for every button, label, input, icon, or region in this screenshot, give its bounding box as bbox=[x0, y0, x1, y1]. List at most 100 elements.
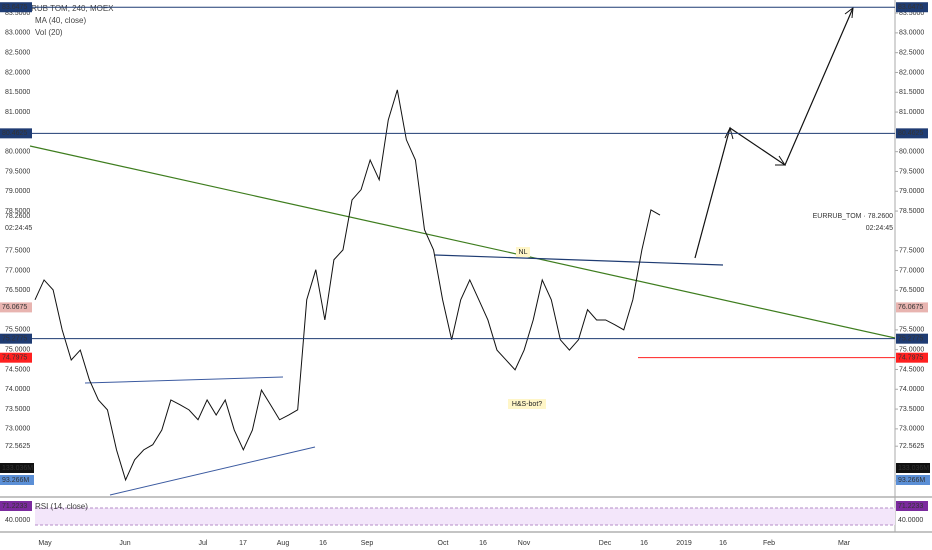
y-tick-label: 83.0000 bbox=[899, 30, 924, 37]
rsi-value: 71.2233 bbox=[2, 503, 27, 510]
y-tick-label: 82.5000 bbox=[899, 50, 924, 57]
y-tick-label: 82.0000 bbox=[5, 69, 30, 76]
y-tick-label: 79.5000 bbox=[5, 168, 30, 175]
rsi-tick: 40.0000 bbox=[898, 517, 923, 524]
trend-line bbox=[29, 145, 896, 339]
y-tick-label: 72.5625 bbox=[5, 443, 30, 450]
y-tick-label: 73.5000 bbox=[5, 406, 30, 413]
y-tick-label: 77.5000 bbox=[5, 248, 30, 255]
y-tick-label: 79.0000 bbox=[899, 188, 924, 195]
channel-line bbox=[109, 446, 316, 496]
y-tick-label: 76.5000 bbox=[5, 287, 30, 294]
arrow-head bbox=[775, 155, 786, 166]
y-tick-label: 74.5000 bbox=[5, 366, 30, 373]
y-tick-label: 75.5000 bbox=[899, 327, 924, 334]
y-tick-label: 74.0000 bbox=[899, 386, 924, 393]
volume-label: 133.036M bbox=[2, 465, 33, 472]
symbol-price: EURRUB_TOM · 78.2600 bbox=[813, 213, 894, 220]
indicator-legend: Vol (20) bbox=[35, 28, 63, 37]
y-tick-label: 83.0000 bbox=[5, 30, 30, 37]
price-label: 83.6475 bbox=[898, 4, 923, 11]
price-label-bg bbox=[896, 302, 928, 313]
price-label-bg bbox=[896, 2, 928, 13]
time-label: 16 bbox=[479, 540, 487, 547]
y-tick-label: 81.5000 bbox=[5, 89, 30, 96]
price-label: 74.7975 bbox=[898, 355, 923, 362]
y-tick-label: 73.0000 bbox=[5, 426, 30, 433]
y-tick-label: 83.5000 bbox=[899, 10, 924, 17]
price-label-bg bbox=[0, 128, 32, 139]
price-line bbox=[34, 89, 661, 482]
time-label: Dec bbox=[599, 540, 612, 547]
countdown: 02:24:45 bbox=[866, 225, 893, 232]
volume-label: 133.036M bbox=[898, 465, 929, 472]
price-label-bg bbox=[896, 352, 928, 363]
rsi-tick: 40.0000 bbox=[5, 517, 30, 524]
y-tick-label: 77.0000 bbox=[5, 267, 30, 274]
drawings bbox=[29, 6, 896, 496]
rsi-label-bg bbox=[0, 501, 32, 511]
time-label: Nov bbox=[518, 540, 531, 547]
y-tick-label: 77.5000 bbox=[899, 248, 924, 255]
y-tick-label: 74.5000 bbox=[899, 366, 924, 373]
price-label-bg bbox=[0, 333, 32, 344]
last-price: 78.2600 bbox=[5, 213, 30, 220]
channel-line bbox=[84, 376, 284, 384]
annotation: NL bbox=[519, 249, 528, 256]
y-tick-label: 76.5000 bbox=[899, 287, 924, 294]
y-tick-label: 83.5000 bbox=[5, 10, 30, 17]
rsi-value: 71.2233 bbox=[898, 503, 923, 510]
price-label: 75.2775 bbox=[898, 336, 923, 343]
time-label: 16 bbox=[640, 540, 648, 547]
y-tick-label: 81.0000 bbox=[899, 109, 924, 116]
rsi-label-bg bbox=[896, 501, 928, 511]
volume-label-bg bbox=[896, 475, 930, 485]
countdown: 02:24:45 bbox=[5, 225, 32, 232]
rsi-band bbox=[35, 508, 895, 525]
price-label: 76.0675 bbox=[898, 304, 923, 311]
neckline bbox=[434, 254, 724, 266]
annotation-bg bbox=[516, 247, 530, 257]
arrow-head bbox=[724, 126, 734, 140]
y-tick-label: 75.0000 bbox=[899, 347, 924, 354]
volume-label: 93.266M bbox=[898, 477, 925, 484]
annotation-bg bbox=[508, 399, 546, 409]
time-label: May bbox=[38, 540, 52, 547]
y-tick-label: 79.0000 bbox=[5, 188, 30, 195]
rsi-legend: RSI (14, close) bbox=[35, 502, 88, 511]
time-label: Jul bbox=[199, 540, 208, 547]
y-tick-label: 81.5000 bbox=[899, 89, 924, 96]
y-tick-label: 78.5000 bbox=[5, 208, 30, 215]
y-tick-label: 82.0000 bbox=[899, 69, 924, 76]
price-label: 83.6475 bbox=[2, 4, 27, 11]
price-label: 76.0675 bbox=[2, 304, 27, 311]
y-tick-label: 75.5000 bbox=[5, 327, 30, 334]
annotation: H&S-bot? bbox=[512, 401, 542, 408]
projection-arrow bbox=[694, 7, 854, 259]
y-tick-label: 72.5625 bbox=[899, 443, 924, 450]
y-tick-label: 78.5000 bbox=[899, 208, 924, 215]
price-label: 75.2775 bbox=[2, 336, 27, 343]
price-label-bg bbox=[896, 333, 928, 344]
time-label: 2019 bbox=[676, 540, 692, 547]
time-label: 16 bbox=[319, 540, 327, 547]
price-label: 80.4625 bbox=[2, 130, 27, 137]
y-tick-label: 82.5000 bbox=[5, 50, 30, 57]
time-label: Oct bbox=[438, 540, 449, 547]
price-label-bg bbox=[0, 352, 32, 363]
y-tick-label: 75.0000 bbox=[5, 347, 30, 354]
y-tick-label: 77.0000 bbox=[899, 267, 924, 274]
y-tick-label: 74.0000 bbox=[5, 386, 30, 393]
time-label: 17 bbox=[239, 540, 247, 547]
indicator-legend: MA (40, close) bbox=[35, 16, 86, 25]
y-tick-label: 79.5000 bbox=[899, 168, 924, 175]
volume-label-bg bbox=[896, 463, 930, 473]
y-tick-label: 81.0000 bbox=[5, 109, 30, 116]
price-label: 80.4625 bbox=[898, 130, 923, 137]
symbol-legend: EUR/RUB TOM, 240, MOEX bbox=[12, 4, 114, 13]
volume-label: 93.266M bbox=[2, 477, 29, 484]
time-label: Feb bbox=[763, 540, 775, 547]
price-label: 74.7975 bbox=[2, 355, 27, 362]
